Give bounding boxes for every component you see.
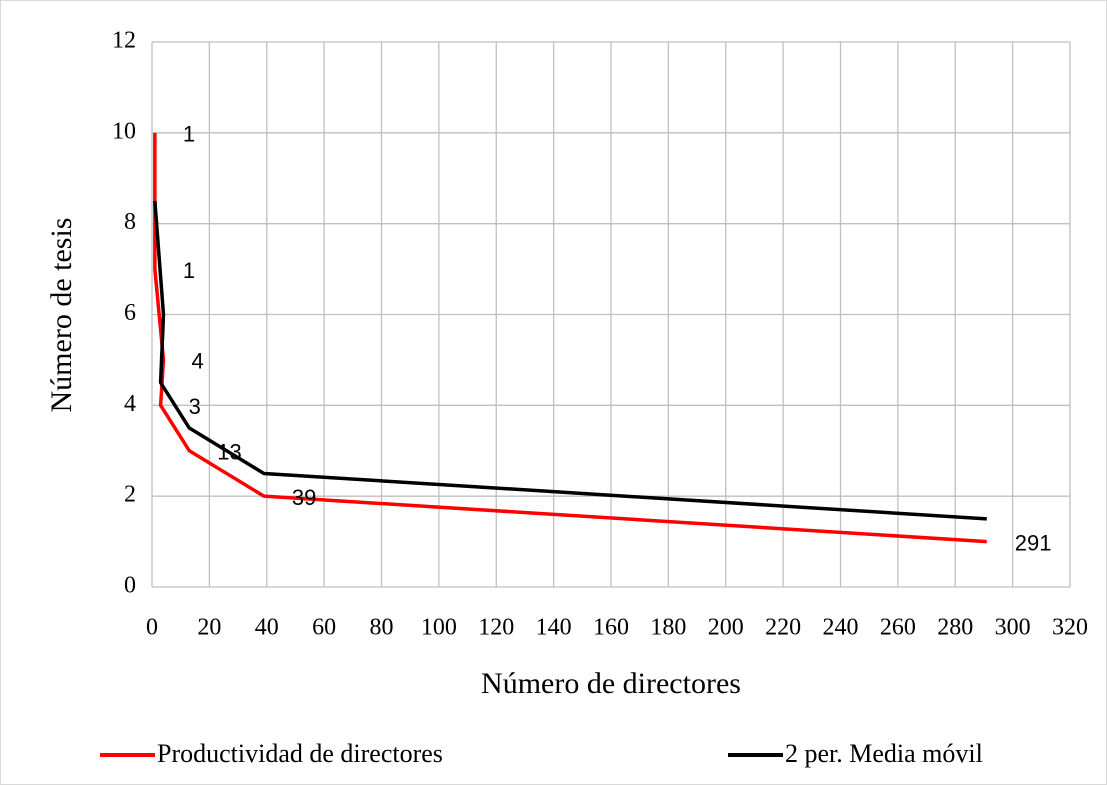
x-tick-label: 300 (995, 615, 1031, 641)
x-tick-label: 240 (823, 615, 859, 641)
x-tick-label: 40 (255, 615, 279, 641)
x-tick-label: 180 (650, 615, 686, 641)
x-tick-label: 200 (708, 615, 744, 641)
line-series (153, 132, 987, 544)
data-label: 1 (183, 122, 195, 147)
data-label: 291 (1015, 530, 1052, 555)
x-tick-label: 280 (937, 615, 973, 641)
y-tick-label: 6 (124, 300, 136, 326)
y-tick-label: 0 (124, 573, 136, 599)
x-tick-label: 0 (146, 615, 158, 641)
x-tick-label: 220 (765, 615, 801, 641)
x-tick-label: 100 (421, 615, 457, 641)
x-tick-label: 260 (880, 615, 916, 641)
x-tick-label: 320 (1052, 615, 1088, 641)
data-label: 39 (292, 485, 316, 510)
data-label: 1 (183, 258, 195, 283)
y-tick-label: 2 (124, 482, 136, 508)
x-tick-label: 80 (370, 615, 394, 641)
y-axis-title: Número de tesis (45, 218, 78, 413)
data-label: 4 (191, 349, 203, 374)
y-tick-label: 10 (112, 118, 136, 144)
x-tick-label: 160 (593, 615, 629, 641)
x-tick-label: 140 (536, 615, 572, 641)
y-tick-label: 8 (124, 209, 136, 235)
x-tick-label: 20 (197, 615, 221, 641)
data-label: 3 (189, 394, 201, 419)
x-axis-title: Número de directores (481, 667, 741, 700)
legend-label: Productividad de directores (157, 739, 443, 768)
y-tick-label: 12 (112, 28, 136, 54)
legend-label: 2 per. Media móvil (785, 739, 983, 768)
x-tick-label: 120 (478, 615, 514, 641)
x-tick-label: 60 (312, 615, 336, 641)
y-tick-label: 4 (124, 391, 136, 417)
line-series (153, 200, 987, 521)
